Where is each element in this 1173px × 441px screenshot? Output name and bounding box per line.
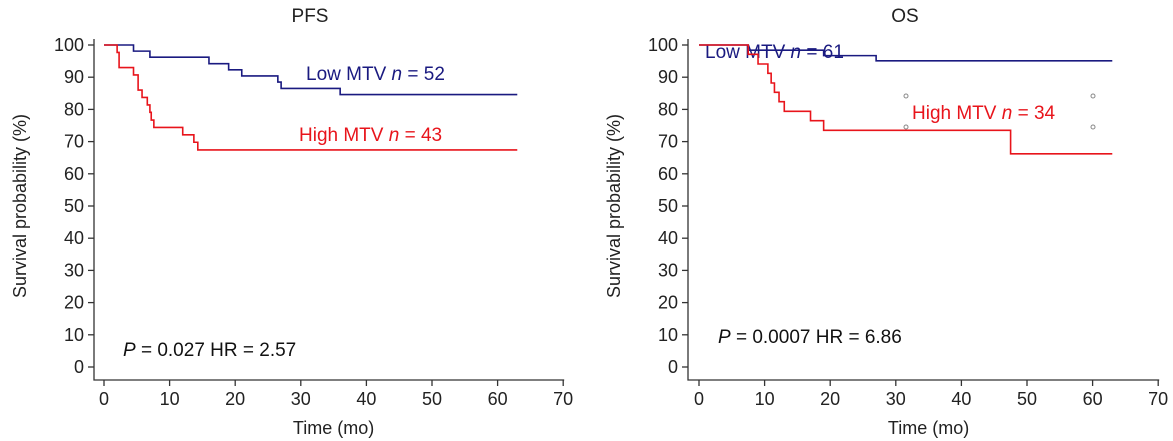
x-tick-label: 30 [291,389,311,409]
y-tick-label: 70 [658,132,678,152]
y-tick-label: 80 [658,99,678,119]
selection-handle [1090,93,1096,99]
chart-title: OS [891,6,918,27]
x-tick-label: 20 [820,389,840,409]
selection-handle [903,93,909,99]
axes [687,39,1160,381]
y-tick-label: 50 [64,196,84,216]
series-n-label: n [392,64,403,85]
series-n-label: n [1002,103,1013,124]
y-tick-label: 30 [658,260,678,280]
y-tick-label: 50 [658,196,678,216]
series-line-high-mtv [699,44,1113,155]
series-name: High MTV [912,103,1002,124]
y-tick-label: 100 [648,35,678,55]
y-tick-label: 90 [64,67,84,87]
series-n-value: = 52 [402,64,445,85]
chart-title: PFS [292,6,329,27]
p-label: P [123,340,136,361]
y-tick-label: 0 [74,357,84,377]
y-tick-label: 40 [658,228,678,248]
x-tick-label: 50 [422,389,442,409]
y-tick-label: 20 [64,293,84,313]
series-line-low-mtv [104,44,518,96]
chart-0: PFS 0 10 20 30 40 50 60 70 80 90 100 0 10 20 30 40 50 60 70… [10,6,573,438]
p-hr-values: = 0.027 HR = 2.57 [136,340,297,361]
x-tick-label: 70 [553,389,573,409]
y-tick-label: 0 [668,357,678,377]
selection-handle [903,124,909,130]
y-tick-label: 40 [64,228,84,248]
x-tick-label: 50 [1017,389,1037,409]
x-tick-label: 60 [1083,389,1103,409]
y-tick-label: 10 [658,325,678,345]
x-tick-label: 30 [886,389,906,409]
series-n-value: = 43 [399,125,442,146]
stats-annotation: P = 0.027 HR = 2.57 [123,340,296,361]
x-axis-label: Time (mo) [888,418,969,438]
x-tick-label: 0 [99,389,109,409]
series-label-high-mtv: High MTV n = 34 [912,103,1056,124]
y-tick-label: 90 [658,67,678,87]
series-name: Low MTV [306,64,392,85]
y-tick-label: 20 [658,293,678,313]
y-tick-label: 100 [54,35,84,55]
series-n-value: = 34 [1012,103,1055,124]
x-tick-label: 10 [755,389,775,409]
y-tick-label: 60 [64,164,84,184]
axes [93,39,565,381]
y-tick-label: 30 [64,260,84,280]
selection-handle [1090,124,1096,130]
series-n-label: n [389,125,400,146]
series-label-high-mtv: High MTV n = 43 [299,125,442,146]
p-label: P [718,327,731,348]
y-axis-label: Survival probability (%) [604,114,624,298]
y-tick-label: 80 [64,99,84,119]
series-n-label: n [791,42,802,63]
chart-1: OS 0 10 20 30 40 50 60 70 80 90 100 0 10 20 30 40 50 60 70 T… [604,6,1168,438]
y-tick-label: 70 [64,132,84,152]
y-tick-label: 10 [64,325,84,345]
x-tick-label: 20 [225,389,245,409]
x-tick-label: 40 [356,389,376,409]
y-axis-label: Survival probability (%) [10,114,30,298]
x-tick-label: 40 [951,389,971,409]
x-axis-label: Time (mo) [293,418,374,438]
stats-annotation: P = 0.0007 HR = 6.86 [718,327,902,348]
y-tick-label: 60 [658,164,678,184]
series-label-low-mtv: Low MTV n = 52 [306,64,445,85]
x-tick-label: 60 [488,389,508,409]
x-tick-label: 10 [160,389,180,409]
x-tick-label: 70 [1148,389,1168,409]
x-tick-label: 0 [694,389,704,409]
p-hr-values: = 0.0007 HR = 6.86 [731,327,902,348]
series-name: High MTV [299,125,389,146]
series-line-high-mtv [104,44,518,151]
series-n-value: = 61 [801,42,844,63]
